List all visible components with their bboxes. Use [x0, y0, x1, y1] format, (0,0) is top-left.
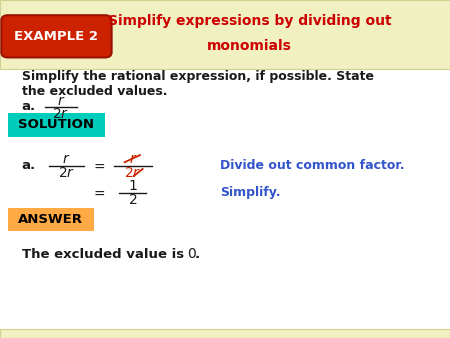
Text: $2$: $2$ — [128, 193, 137, 207]
Text: a.: a. — [22, 159, 36, 172]
Bar — [8, 208, 94, 231]
Bar — [0, 0, 450, 69]
Text: Simplify the rational expression, if possible. State: Simplify the rational expression, if pos… — [22, 70, 374, 82]
Text: a.: a. — [22, 100, 36, 113]
Text: The excluded value is: The excluded value is — [22, 248, 189, 261]
Text: Divide out common factor.: Divide out common factor. — [220, 159, 405, 172]
Text: $1$: $1$ — [128, 179, 138, 193]
Text: EXAMPLE 2: EXAMPLE 2 — [14, 30, 98, 43]
Text: .: . — [194, 248, 199, 261]
FancyBboxPatch shape — [1, 15, 112, 57]
Text: Simplify expressions by dividing out: Simplify expressions by dividing out — [108, 14, 392, 28]
Text: $r$: $r$ — [63, 152, 71, 166]
Text: Simplify.: Simplify. — [220, 186, 281, 199]
Text: SOLUTION: SOLUTION — [18, 118, 94, 131]
Text: $r$: $r$ — [129, 152, 137, 166]
Text: $2r$: $2r$ — [58, 166, 75, 180]
Text: $r$: $r$ — [57, 94, 65, 108]
Text: $2r$: $2r$ — [124, 166, 141, 180]
Text: $=$: $=$ — [91, 159, 105, 173]
Text: the excluded values.: the excluded values. — [22, 85, 167, 98]
Text: $2r$: $2r$ — [52, 106, 69, 121]
Text: $=$: $=$ — [91, 186, 105, 200]
Text: $0$: $0$ — [187, 247, 197, 261]
Text: ANSWER: ANSWER — [18, 213, 83, 226]
Bar — [0, 329, 450, 338]
Bar — [8, 113, 105, 137]
Text: monomials: monomials — [207, 39, 292, 53]
